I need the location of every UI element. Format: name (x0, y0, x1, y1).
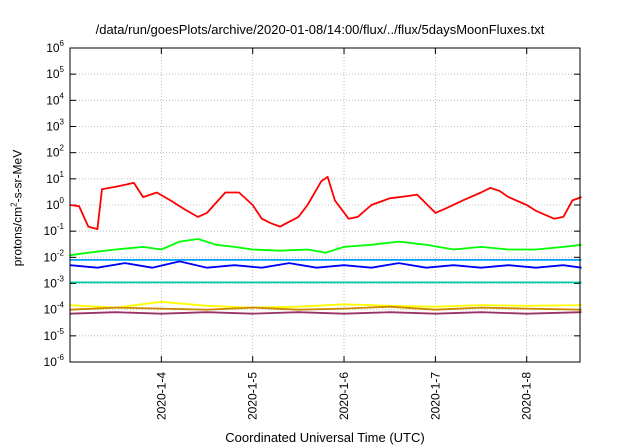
plot-frame (69, 47, 581, 363)
series-line (69, 238, 582, 257)
y-tick-label: 100 (46, 196, 64, 212)
y-tick-label: 10-6 (44, 353, 65, 369)
y-tick-label: 105 (46, 65, 64, 81)
x-axis-label: Coordinated Universal Time (UTC) (225, 430, 425, 445)
y-tick-label: 102 (46, 144, 64, 160)
x-tick-label: 2020-1-5 (246, 372, 260, 420)
y-tick-label: 103 (46, 118, 64, 134)
x-tick-label: 2020-1-6 (337, 372, 351, 420)
series-line (69, 300, 582, 309)
x-tick-label: 2020-1-7 (428, 372, 442, 420)
series-line (69, 311, 582, 315)
x-tick-label: 2020-1-8 (520, 372, 534, 420)
y-tick-label: 101 (46, 170, 64, 186)
y-tick-label: 10-4 (44, 301, 65, 317)
series-line (69, 175, 582, 231)
y-tick-label: 10-5 (44, 327, 65, 343)
y-tick-label: 10-3 (44, 275, 65, 291)
chart-title: /data/run/goesPlots/archive/2020-01-08/1… (95, 22, 545, 37)
series-line (69, 260, 582, 269)
series-line (69, 305, 582, 311)
y-tick-label: 106 (46, 39, 64, 55)
y-tick-label: 10-2 (44, 248, 65, 264)
y-tick-label: 10-1 (44, 222, 65, 238)
y-tick-label: 104 (46, 91, 64, 107)
x-tick-label: 2020-1-4 (154, 372, 168, 420)
